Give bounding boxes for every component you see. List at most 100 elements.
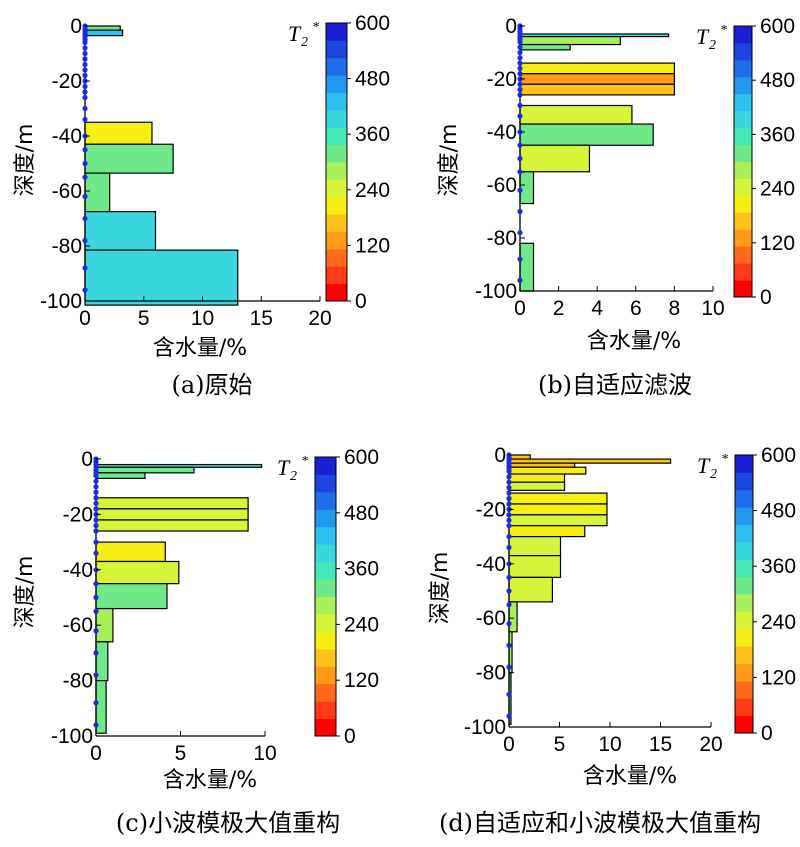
- depth-marker: [506, 512, 512, 518]
- colorbar-segment: [315, 631, 336, 650]
- colorbar: 600 480 360 240 120 0 T 2 *: [696, 15, 795, 309]
- depth-marker: [82, 50, 88, 57]
- colorbar-title-superscript: *: [301, 454, 308, 469]
- bar: [519, 171, 535, 205]
- x-axis-label: 含水量/%: [583, 764, 677, 789]
- colorbar-segment: [734, 195, 752, 213]
- colorbar-segment: [315, 544, 336, 563]
- depth-marker: [517, 44, 523, 50]
- depth-marker: [506, 501, 512, 507]
- panel-caption: (a)原始: [171, 371, 252, 399]
- depth-marker: [517, 208, 523, 215]
- colorbar-tick-label: 240: [761, 611, 796, 634]
- depth-marker: [506, 495, 512, 502]
- y-tick-label: -20: [487, 68, 517, 91]
- colorbar-frame: [734, 454, 754, 734]
- colorbar-segment: [734, 144, 752, 162]
- colorbar-segment: [315, 596, 336, 615]
- y-tick-label: -40: [52, 125, 82, 148]
- colorbar-segment: [735, 646, 753, 664]
- x-tick-label: 10: [253, 742, 276, 765]
- colorbar-segment: [734, 178, 752, 196]
- y-tick-label: -60: [52, 180, 82, 203]
- bar: [519, 242, 535, 292]
- depth-marker: [517, 81, 523, 87]
- depth-marker: [517, 230, 523, 236]
- colorbar-segment: [326, 162, 347, 180]
- colorbar-segment: [326, 92, 347, 111]
- depth-marker: [93, 608, 99, 614]
- colorbar-tick-label: 360: [344, 558, 379, 581]
- colorbar-segment: [326, 266, 347, 285]
- depth-marker: [517, 65, 523, 71]
- colorbar-segment: [326, 23, 347, 41]
- colorbar-title: T: [696, 24, 710, 49]
- bar: [508, 514, 608, 527]
- x-tick-label: 0: [79, 307, 91, 330]
- depth-marker: [82, 237, 88, 244]
- y-tick-label: -40: [63, 559, 93, 582]
- depth-marker: [506, 474, 512, 480]
- bar: [95, 508, 249, 521]
- colorbar-segment: [734, 246, 752, 264]
- bar: [508, 535, 562, 557]
- depth-marker: [82, 45, 88, 51]
- x-tick-label: 10: [191, 307, 214, 330]
- colorbar-title-subscript: 2: [710, 467, 717, 482]
- bar: [84, 249, 239, 306]
- y-tick-label: -60: [63, 614, 93, 637]
- bar: [519, 62, 675, 75]
- bar: [84, 211, 157, 251]
- depth-marker: [93, 522, 99, 529]
- depth-marker: [82, 105, 88, 112]
- depth-marker: [506, 621, 512, 627]
- depth-marker: [82, 56, 88, 62]
- colorbar-segment: [734, 76, 752, 95]
- colorbar-segment: [735, 680, 753, 699]
- x-tick-label: 15: [250, 307, 273, 330]
- y-tick-label: -20: [52, 70, 82, 93]
- depth-marker: [506, 485, 512, 491]
- depth-marker: [506, 664, 512, 670]
- bar: [84, 29, 124, 37]
- colorbar-title-subscript: 2: [301, 35, 308, 50]
- colorbar-segment: [735, 715, 753, 734]
- y-tick-label: -100: [475, 280, 517, 303]
- depth-marker: [93, 478, 99, 484]
- colorbar-segment: [734, 26, 752, 44]
- colorbar-segment: [315, 683, 336, 702]
- colorbar-segment: [315, 718, 336, 737]
- depth-marker: [506, 544, 512, 551]
- bar: [95, 583, 168, 610]
- colorbar-segment: [315, 561, 336, 580]
- bar: [95, 560, 180, 585]
- depth-marker: [517, 71, 523, 77]
- depth-marker: [82, 160, 88, 167]
- colorbar-segment: [735, 507, 753, 525]
- colorbar-tick-label: 360: [355, 123, 390, 146]
- depth-marker: [82, 72, 88, 79]
- depth-marker: [506, 713, 512, 719]
- depth-marker: [93, 528, 99, 534]
- depth-marker: [506, 691, 512, 697]
- depth-marker: [82, 147, 88, 153]
- depth-marker: [93, 506, 99, 512]
- colorbar-segment: [326, 109, 347, 128]
- depth-marker: [506, 642, 512, 649]
- depth-marker: [93, 489, 99, 495]
- panel-caption: (d)自适应和小波模极大值重构: [439, 809, 761, 837]
- depth-marker: [517, 142, 523, 148]
- colorbar-tick-label: 600: [355, 12, 390, 35]
- depth-marker: [82, 39, 88, 46]
- colorbar-title-superscript: *: [721, 452, 728, 467]
- bar: [519, 144, 591, 173]
- colorbar-tick-label: 240: [355, 179, 390, 202]
- x-tick-label: 15: [649, 733, 672, 756]
- y-tick-label: -60: [487, 174, 517, 197]
- colorbar-tick-label: 240: [760, 178, 795, 201]
- colorbar-segment: [734, 263, 752, 281]
- colorbar-title-subscript: 2: [709, 38, 716, 53]
- bar: [95, 466, 195, 474]
- depth-marker: [517, 102, 523, 109]
